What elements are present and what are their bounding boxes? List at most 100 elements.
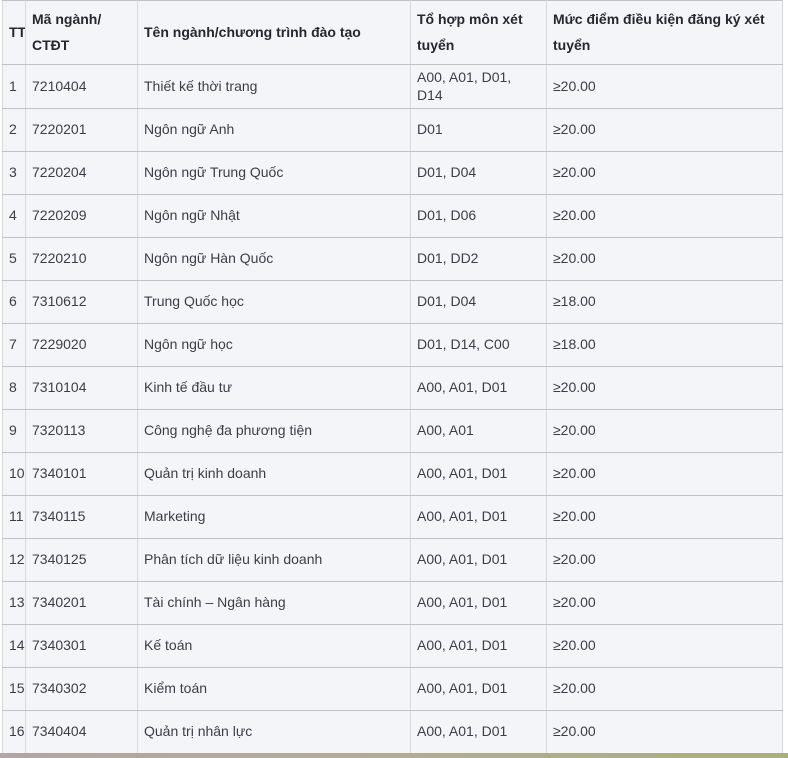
cell-code: 7220209 bbox=[25, 194, 138, 238]
table-row: 2 7220201 Ngôn ngữ Anh D01 ≥20.00 bbox=[2, 108, 783, 152]
cell-score: ≥20.00 bbox=[546, 108, 783, 152]
cell-name: Ngôn ngữ Trung Quốc bbox=[137, 151, 411, 195]
col-header-name: Tên ngành/chương trình đào tạo bbox=[137, 0, 411, 65]
cell-tt: 6 bbox=[2, 280, 26, 324]
cell-combo: A00, A01, D01, D14 bbox=[410, 64, 547, 109]
cell-score: ≥20.00 bbox=[546, 151, 783, 195]
cell-name: Kế toán bbox=[137, 624, 411, 668]
cell-tt: 11 bbox=[2, 495, 26, 539]
cell-score: ≥20.00 bbox=[546, 409, 783, 453]
bottom-image-strip bbox=[0, 753, 788, 758]
cell-combo: A00, A01 bbox=[410, 409, 547, 453]
cell-name: Ngôn ngữ Anh bbox=[137, 108, 411, 152]
cell-code: 7340201 bbox=[25, 581, 138, 625]
cell-score: ≥20.00 bbox=[546, 194, 783, 238]
cell-name: Thiết kế thời trang bbox=[137, 64, 411, 109]
cell-combo: D01, D06 bbox=[410, 194, 547, 238]
cell-score: ≥20.00 bbox=[546, 710, 783, 754]
cell-tt: 15 bbox=[2, 667, 26, 711]
cell-combo: D01, DD2 bbox=[410, 237, 547, 281]
cell-combo: D01, D04 bbox=[410, 280, 547, 324]
cell-code: 7220204 bbox=[25, 151, 138, 195]
cell-code: 7320113 bbox=[25, 409, 138, 453]
table-row: 6 7310612 Trung Quốc học D01, D04 ≥18.00 bbox=[2, 280, 783, 324]
cell-tt: 16 bbox=[2, 710, 26, 754]
table-row: 11 7340115 Marketing A00, A01, D01 ≥20.0… bbox=[2, 495, 783, 539]
header-row: TT Mã ngành/ CTĐT Tên ngành/chương trình… bbox=[2, 0, 783, 65]
table-row: 9 7320113 Công nghệ đa phương tiện A00, … bbox=[2, 409, 783, 453]
cell-combo: A00, A01, D01 bbox=[410, 366, 547, 410]
cell-name: Trung Quốc học bbox=[137, 280, 411, 324]
cell-tt: 10 bbox=[2, 452, 26, 496]
cell-name: Tài chính – Ngân hàng bbox=[137, 581, 411, 625]
table-row: 14 7340301 Kế toán A00, A01, D01 ≥20.00 bbox=[2, 624, 783, 668]
table-row: 8 7310104 Kinh tế đầu tư A00, A01, D01 ≥… bbox=[2, 366, 783, 410]
col-header-code: Mã ngành/ CTĐT bbox=[25, 0, 138, 65]
cell-name: Quản trị kinh doanh bbox=[137, 452, 411, 496]
cell-combo: A00, A01, D01 bbox=[410, 452, 547, 496]
cell-tt: 7 bbox=[2, 323, 26, 367]
cell-code: 7340101 bbox=[25, 452, 138, 496]
table-row: 16 7340404 Quản trị nhân lực A00, A01, D… bbox=[2, 710, 783, 754]
cell-name: Quản trị nhân lực bbox=[137, 710, 411, 754]
cell-code: 7340404 bbox=[25, 710, 138, 754]
table-row: 15 7340302 Kiểm toán A00, A01, D01 ≥20.0… bbox=[2, 667, 783, 711]
cell-tt: 14 bbox=[2, 624, 26, 668]
cell-combo: D01, D14, C00 bbox=[410, 323, 547, 367]
cell-score: ≥20.00 bbox=[546, 495, 783, 539]
cell-code: 7340125 bbox=[25, 538, 138, 582]
cell-code: 7229020 bbox=[25, 323, 138, 367]
cell-score: ≥20.00 bbox=[546, 366, 783, 410]
cell-tt: 2 bbox=[2, 108, 26, 152]
cell-tt: 1 bbox=[2, 64, 26, 109]
table-row: 13 7340201 Tài chính – Ngân hàng A00, A0… bbox=[2, 581, 783, 625]
cell-name: Kiểm toán bbox=[137, 667, 411, 711]
cell-tt: 12 bbox=[2, 538, 26, 582]
cell-combo: A00, A01, D01 bbox=[410, 581, 547, 625]
cell-score: ≥18.00 bbox=[546, 323, 783, 367]
table-body: 1 7210404 Thiết kế thời trang A00, A01, … bbox=[2, 64, 783, 754]
cell-code: 7340302 bbox=[25, 667, 138, 711]
cell-tt: 5 bbox=[2, 237, 26, 281]
table-row: 10 7340101 Quản trị kinh doanh A00, A01,… bbox=[2, 452, 783, 496]
cell-combo: A00, A01, D01 bbox=[410, 710, 547, 754]
cell-combo: A00, A01, D01 bbox=[410, 667, 547, 711]
cell-tt: 9 bbox=[2, 409, 26, 453]
cell-name: Ngôn ngữ học bbox=[137, 323, 411, 367]
table-row: 4 7220209 Ngôn ngữ Nhật D01, D06 ≥20.00 bbox=[2, 194, 783, 238]
cell-tt: 8 bbox=[2, 366, 26, 410]
cell-combo: D01 bbox=[410, 108, 547, 152]
col-header-score: Mức điểm điều kiện đăng ký xét tuyển bbox=[546, 0, 783, 65]
cell-code: 7220210 bbox=[25, 237, 138, 281]
cell-code: 7340301 bbox=[25, 624, 138, 668]
cell-name: Ngôn ngữ Hàn Quốc bbox=[137, 237, 411, 281]
cell-score: ≥20.00 bbox=[546, 581, 783, 625]
cell-tt: 13 bbox=[2, 581, 26, 625]
cell-code: 7310104 bbox=[25, 366, 138, 410]
cell-code: 7210404 bbox=[25, 64, 138, 109]
table-row: 1 7210404 Thiết kế thời trang A00, A01, … bbox=[2, 64, 783, 109]
col-header-tt: TT bbox=[2, 0, 26, 65]
cell-tt: 3 bbox=[2, 151, 26, 195]
col-header-combo: Tổ hợp môn xét tuyển bbox=[410, 0, 547, 65]
cell-score: ≥18.00 bbox=[546, 280, 783, 324]
table-row: 3 7220204 Ngôn ngữ Trung Quốc D01, D04 ≥… bbox=[2, 151, 783, 195]
cell-combo: A00, A01, D01 bbox=[410, 624, 547, 668]
cell-name: Ngôn ngữ Nhật bbox=[137, 194, 411, 238]
cell-name: Công nghệ đa phương tiện bbox=[137, 409, 411, 453]
cell-name: Marketing bbox=[137, 495, 411, 539]
table-row: 7 7229020 Ngôn ngữ học D01, D14, C00 ≥18… bbox=[2, 323, 783, 367]
cell-score: ≥20.00 bbox=[546, 667, 783, 711]
cell-score: ≥20.00 bbox=[546, 64, 783, 109]
cell-combo: A00, A01, D01 bbox=[410, 495, 547, 539]
table-row: 5 7220210 Ngôn ngữ Hàn Quốc D01, DD2 ≥20… bbox=[2, 237, 783, 281]
cell-score: ≥20.00 bbox=[546, 624, 783, 668]
cell-score: ≥20.00 bbox=[546, 237, 783, 281]
cell-combo: A00, A01, D01 bbox=[410, 538, 547, 582]
cell-score: ≥20.00 bbox=[546, 452, 783, 496]
cell-code: 7340115 bbox=[25, 495, 138, 539]
cell-combo: D01, D04 bbox=[410, 151, 547, 195]
table-row: 12 7340125 Phân tích dữ liệu kinh doanh … bbox=[2, 538, 783, 582]
